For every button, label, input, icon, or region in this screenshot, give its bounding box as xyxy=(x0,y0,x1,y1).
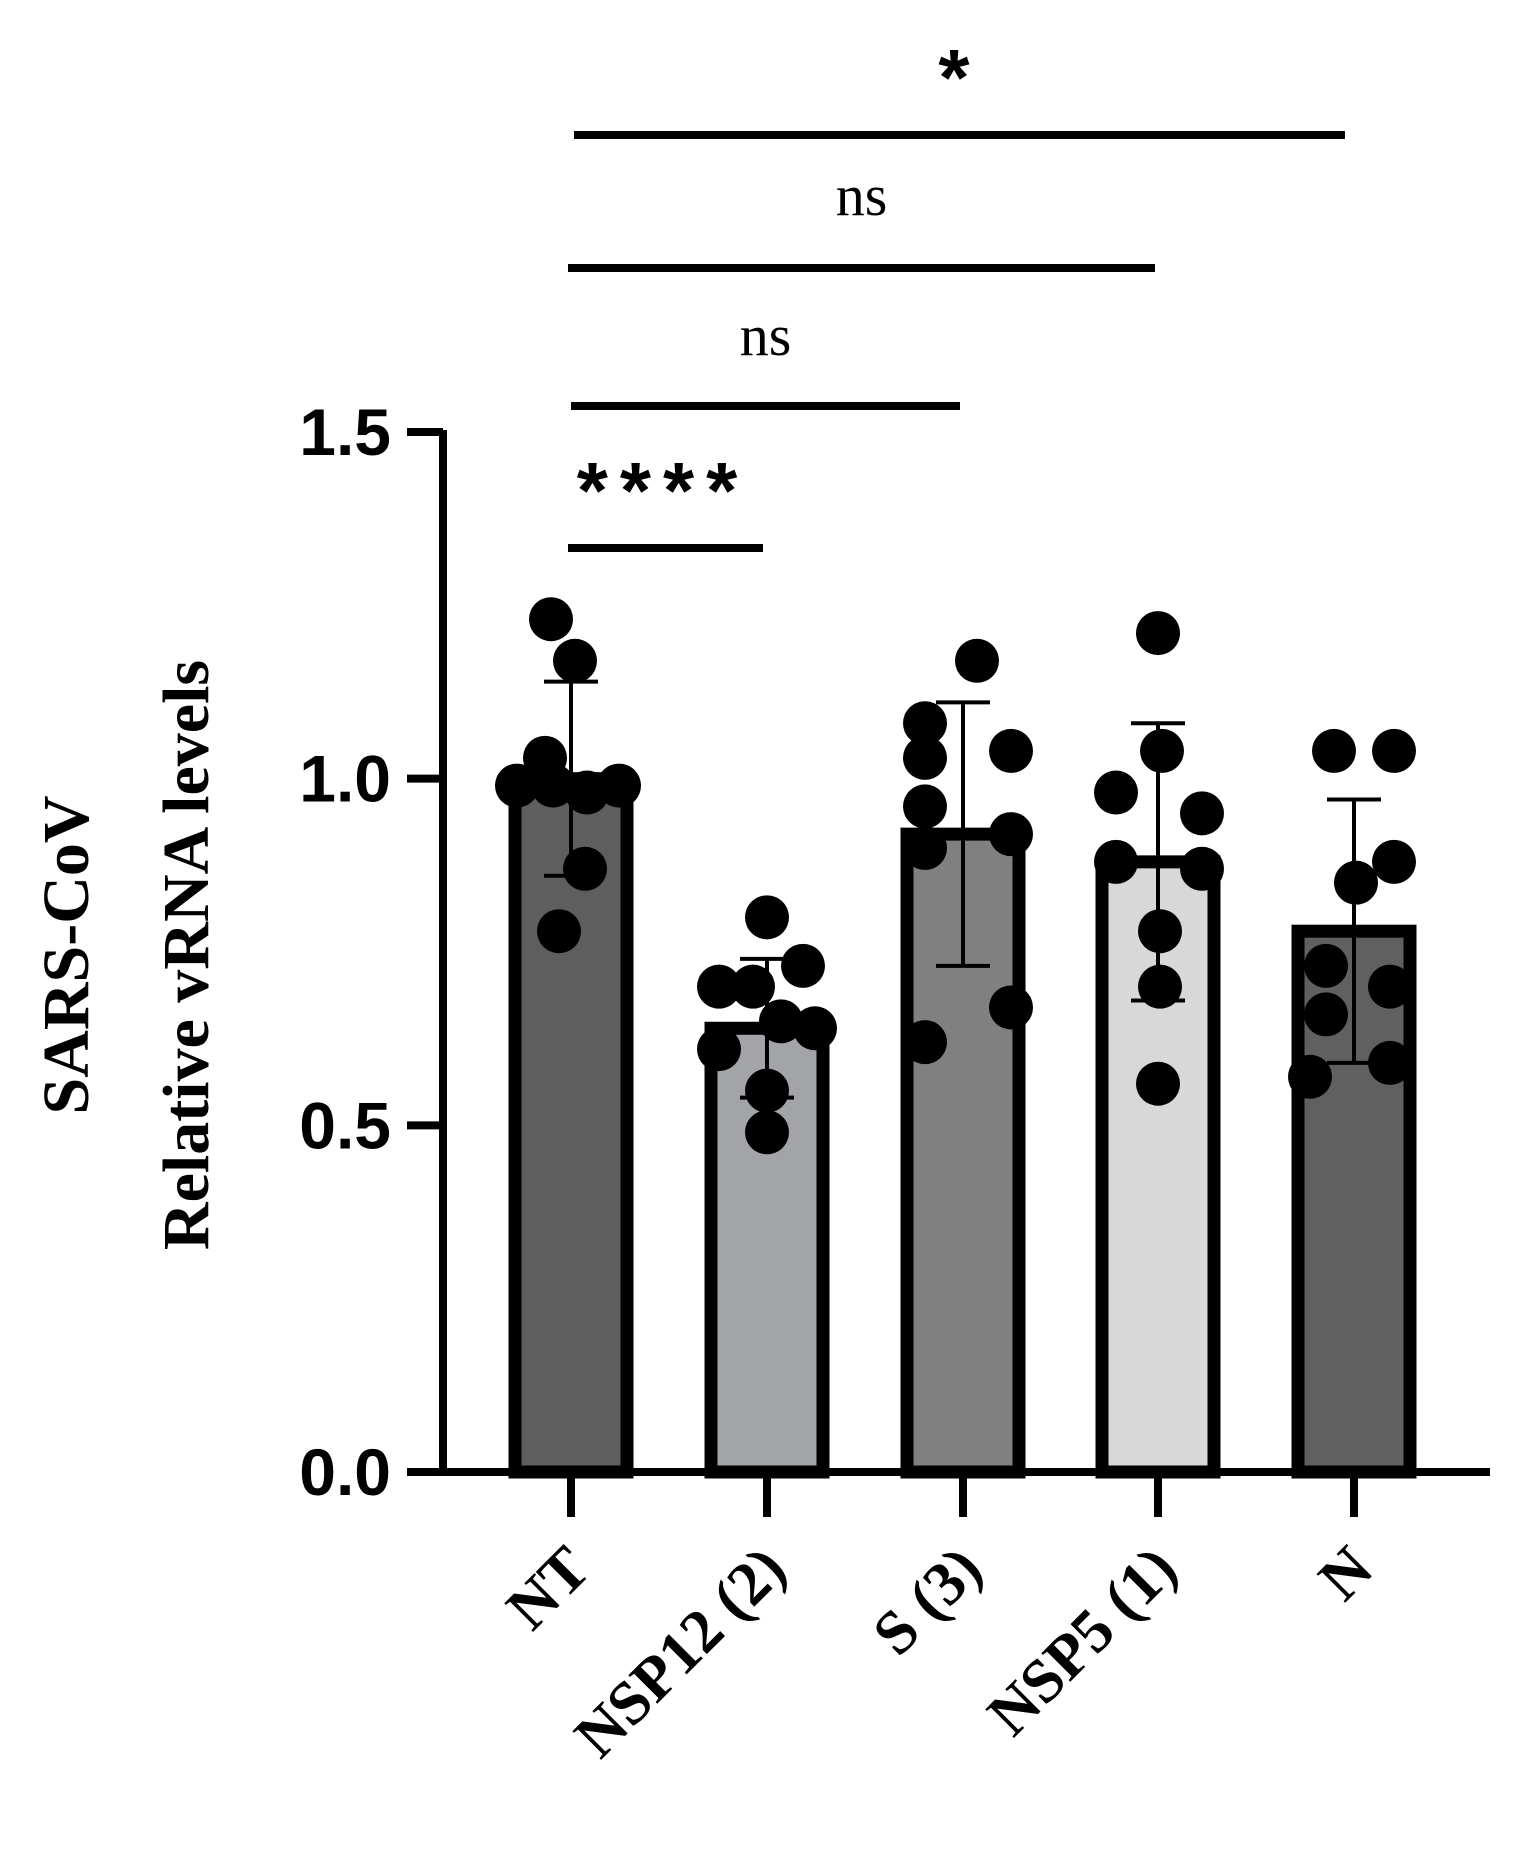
axes xyxy=(407,428,1490,1517)
data-point-2-0 xyxy=(955,638,999,683)
y-axis-label-line-1: SARS-CoV xyxy=(30,795,103,1114)
y-tick-label-1: 0.5 xyxy=(299,1088,391,1162)
data-point-4-6 xyxy=(1304,992,1348,1037)
data-point-2-8 xyxy=(903,1020,947,1065)
data-points xyxy=(495,597,1416,1155)
data-point-1-3 xyxy=(731,964,775,1009)
category-label-0: NT xyxy=(494,1534,603,1643)
data-point-1-8 xyxy=(745,1110,789,1155)
data-point-3-5 xyxy=(1180,846,1224,891)
bar-3 xyxy=(1095,855,1221,1479)
data-point-3-0 xyxy=(1136,611,1180,656)
data-point-2-4 xyxy=(903,784,947,829)
significance-label-1: ns xyxy=(740,303,792,368)
significance-label-2: ns xyxy=(836,163,888,228)
significance-annotations: **** ns ns * xyxy=(568,33,1345,552)
data-point-0-6 xyxy=(597,763,641,808)
data-point-2-3 xyxy=(903,735,947,780)
data-point-3-6 xyxy=(1138,909,1182,954)
data-point-1-5 xyxy=(793,1006,837,1051)
data-point-0-4 xyxy=(531,763,575,808)
y-tick-label-2: 1.0 xyxy=(299,742,391,816)
data-point-3-2 xyxy=(1094,770,1138,815)
data-point-1-7 xyxy=(745,1068,789,1113)
data-point-1-6 xyxy=(697,1027,741,1072)
data-point-0-7 xyxy=(563,846,607,891)
y-axis-label-line-2: Relative vRNA levels xyxy=(150,660,223,1250)
data-point-2-5 xyxy=(989,812,1033,857)
data-point-0-1 xyxy=(553,638,597,683)
y-tick-label-3: 1.5 xyxy=(299,395,391,469)
data-point-4-3 xyxy=(1334,860,1378,905)
data-point-4-0 xyxy=(1312,728,1356,773)
data-point-1-0 xyxy=(745,895,789,940)
data-point-3-8 xyxy=(1136,1061,1180,1106)
y-tick-label-0: 0.0 xyxy=(299,1435,391,1509)
data-point-4-2 xyxy=(1372,839,1416,884)
category-label-2: S (3) xyxy=(860,1534,995,1669)
tick-labels: 0.0 0.5 1.0 1.5 xyxy=(299,395,391,1509)
data-point-4-7 xyxy=(1368,1040,1412,1085)
y-axis-label: SARS-CoV Relative vRNA levels xyxy=(30,660,223,1250)
data-point-2-7 xyxy=(989,985,1033,1030)
category-label-4: N xyxy=(1306,1534,1386,1614)
data-point-3-4 xyxy=(1094,839,1138,884)
data-point-1-4 xyxy=(759,999,803,1044)
data-point-2-2 xyxy=(989,728,1033,773)
data-point-4-4 xyxy=(1304,943,1348,988)
data-point-1-1 xyxy=(781,943,825,988)
data-point-2-6 xyxy=(903,826,947,870)
data-point-3-7 xyxy=(1138,964,1182,1009)
significance-label-3: * xyxy=(938,33,981,122)
data-point-3-3 xyxy=(1180,791,1224,836)
category-label-3: NSP5 (1) xyxy=(975,1534,1190,1749)
data-point-0-3 xyxy=(495,763,539,808)
data-point-2-1 xyxy=(903,701,947,746)
data-point-4-5 xyxy=(1368,964,1412,1009)
category-label-1: NSP12 (2) xyxy=(562,1534,799,1771)
data-point-3-1 xyxy=(1140,728,1184,773)
data-point-0-8 xyxy=(537,909,581,954)
significance-label-0: **** xyxy=(577,446,750,535)
data-point-0-0 xyxy=(529,597,573,642)
data-point-1-2 xyxy=(697,964,741,1009)
data-point-4-1 xyxy=(1372,728,1416,773)
data-point-4-8 xyxy=(1288,1054,1332,1099)
